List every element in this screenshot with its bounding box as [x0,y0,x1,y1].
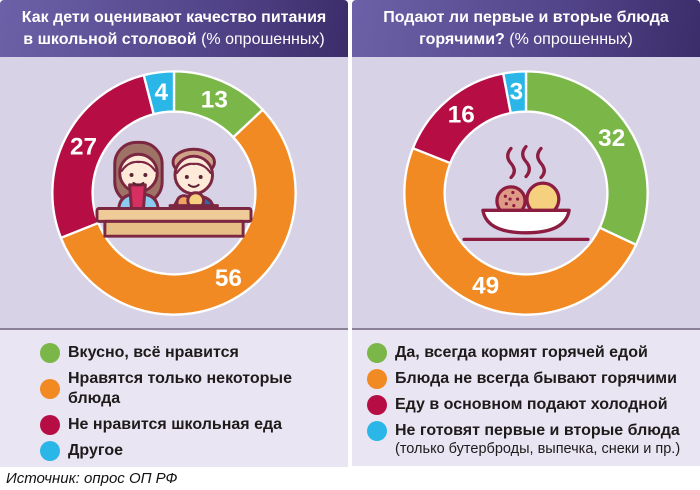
panel-right-chart-area: 32 49 16 3 [352,57,700,328]
legend-item: Не готовят первые и вторые блюда (только … [367,421,696,457]
legend-dot [367,343,387,363]
panel-left-title-line2: в школьной столовой (% опрошенных) [0,29,348,50]
legend-label: Еду в основном подают холодной [395,396,668,413]
legend-dot [40,441,60,461]
donut-value-label: 27 [70,133,97,160]
donut-value-label: 32 [598,125,625,152]
legend-label-main: Не готовят первые и вторые блюда [395,422,680,439]
panel-right-title-line2-normal: (% опрошенных) [504,30,633,48]
legend-item: Другое [40,441,344,461]
legend-label: Да, всегда кормят горячей едой [395,344,648,361]
panels-row: Как дети оценивают качество питания в шк… [0,0,700,467]
source-note: Источник: опрос ОП РФ [0,466,700,490]
legend-label: Нравятся только некоторые блюда [68,370,292,407]
children-eating-illustration [95,140,253,238]
legend-label-sub: (только бутерброды, выпечка, снеки и пр.… [395,441,681,457]
panel-right-title-line2: горячими? (% опрошенных) [352,29,700,50]
panel-hot-meals: Подают ли первые и вторые блюда горячими… [352,0,700,466]
donut-segment-1 [403,146,638,316]
panel-left-chart-area: 13 56 27 4 [0,57,348,328]
legend-item: Нравятся только некоторые блюда [40,369,344,409]
panel-left-title-line2-normal: (% опрошенных) [196,30,325,48]
donut-chart-hot-meals: 32 49 16 3 [403,69,649,316]
hot-meal-illustration [462,144,590,241]
panel-right-title-line2-bold: горячими? [419,30,505,48]
legend-item: Еду в основном подают холодной [367,395,696,415]
legend-label: Не нравится школьная еда [68,416,283,433]
donut-value-label: 4 [155,78,169,105]
legend-dot [40,415,60,435]
panel-left-title-line1: Как дети оценивают качество питания [21,9,327,27]
panel-food-quality: Как дети оценивают качество питания в шк… [0,0,348,467]
donut-segment-3 [142,69,176,115]
donut-value-label: 49 [472,272,499,299]
legend-dot [40,379,60,399]
legend-dot [367,421,387,441]
legend-label: Вкусно, всё нравится [68,344,239,361]
legend-label: Блюда не всегда бывают горячими [395,370,677,387]
legend-item: Не нравится школьная еда [40,415,344,435]
donut-segment-1 [59,108,297,316]
legend-item: Вкусно, всё нравится [40,343,344,363]
panel-right-header: Подают ли первые и вторые блюда горячими… [352,0,700,57]
panel-left-title-line2-bold: в школьной столовой [23,30,197,48]
legend-item: Да, всегда кормят горячей едой [367,343,696,363]
donut-chart-food-quality: 13 56 27 4 [51,69,297,316]
donut-value-label: 13 [201,86,228,113]
panel-right-title-line1: Подают ли первые и вторые блюда [383,9,669,27]
legend-dot [367,395,387,415]
donut-value-label: 56 [215,265,242,292]
legend-dot [40,343,60,363]
legend-dot [367,369,387,389]
legend-label: Другое [68,442,123,459]
donut-value-label: 16 [448,101,475,128]
panel-right-legend: Да, всегда кормят горячей едой Блюда не … [352,328,700,466]
donut-value-label: 3 [510,78,524,105]
donut-segment-3 [502,69,528,114]
legend-label: Не готовят первые и вторые блюда (только … [395,421,680,457]
panel-left-header: Как дети оценивают качество питания в шк… [0,0,348,57]
legend-item: Блюда не всегда бывают горячими [367,369,696,389]
panel-left-legend: Вкусно, всё нравится Нравятся только нек… [0,328,348,467]
donut-segment-0 [524,69,649,246]
